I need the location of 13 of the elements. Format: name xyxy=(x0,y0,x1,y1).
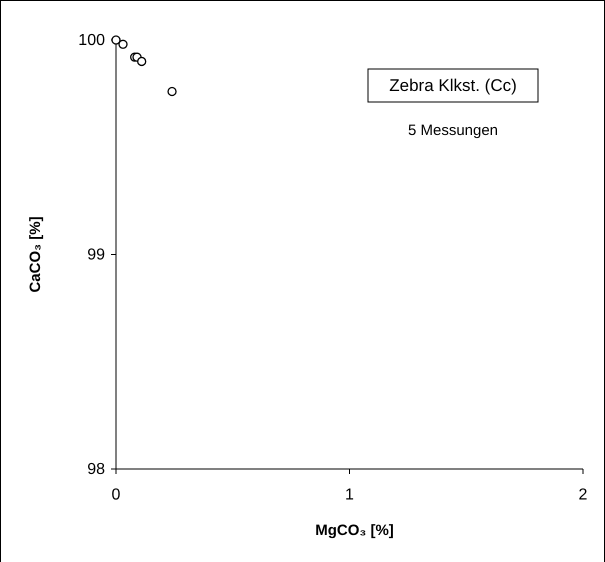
point xyxy=(137,56,146,66)
x-axis-title: MgCO₃ [%] xyxy=(315,522,394,539)
x-tick-label: 1 xyxy=(345,486,354,504)
annotation: Zebra Klkst. (Cc) xyxy=(389,76,517,95)
point xyxy=(118,40,128,49)
x-tick-label: 0 xyxy=(112,486,121,504)
annotation: 5 Messungen xyxy=(408,122,498,139)
y-tick-label: 98 xyxy=(87,461,106,478)
y-tick-label: 99 xyxy=(87,246,106,264)
y-tick-label: 100 xyxy=(78,32,106,50)
x-tick-label: 2 xyxy=(578,486,588,504)
point xyxy=(167,86,177,96)
y-axis-title: CaCO₃ [%] xyxy=(27,216,44,293)
